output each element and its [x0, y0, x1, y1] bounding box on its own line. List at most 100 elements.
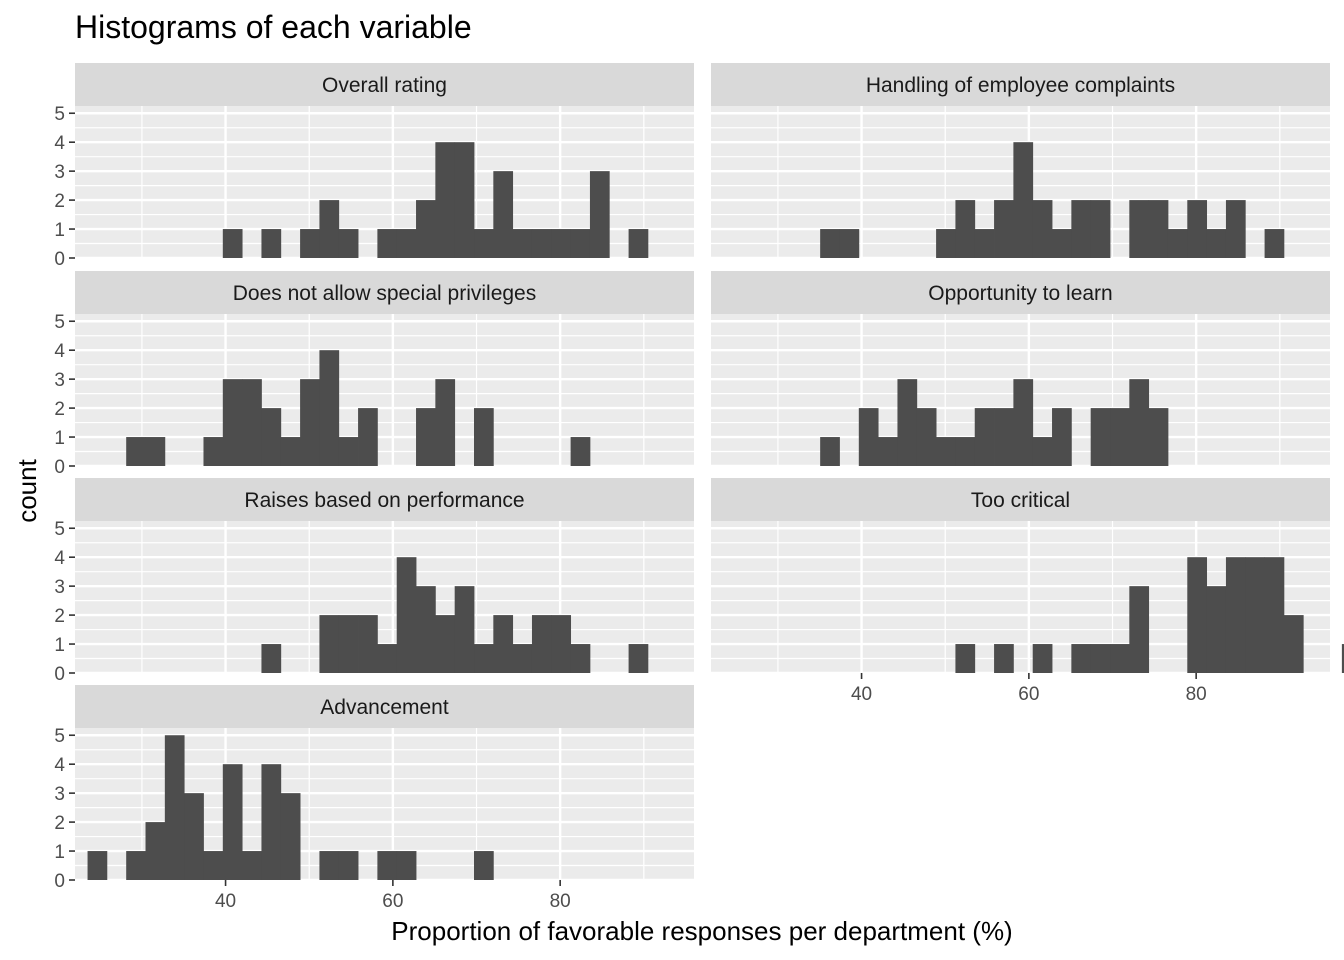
y-tick-label: 1	[54, 428, 65, 449]
histogram-bar	[454, 142, 475, 258]
histogram-bar	[358, 408, 378, 466]
histogram-bar	[1187, 200, 1208, 258]
x-tick-label: 40	[215, 891, 236, 912]
histogram-bar	[994, 408, 1014, 466]
histogram-bar	[261, 764, 282, 880]
histogram-bar	[126, 851, 146, 880]
histogram-bar	[878, 437, 898, 466]
histogram-bar	[974, 229, 995, 258]
histogram-bar	[145, 822, 166, 880]
histogram-bar	[1129, 200, 1150, 258]
histogram-bar	[474, 229, 494, 258]
histogram-bar	[377, 644, 398, 673]
histogram-bar	[145, 437, 166, 466]
facet-panel: Handling of employee complaints	[711, 63, 1330, 260]
histogram-bar	[897, 379, 918, 466]
histogram-bar	[377, 229, 398, 258]
histogram-bar	[377, 851, 398, 880]
histogram-bar	[1090, 408, 1111, 466]
histogram-bar	[300, 229, 320, 258]
facet-panel: Opportunity to learn	[711, 271, 1330, 468]
facet-panel: Does not allow special privileges 0 1 2 3 4 5	[54, 271, 694, 478]
histogram-bar	[820, 229, 840, 258]
histogram-bar	[589, 171, 610, 258]
histogram-bar	[551, 229, 572, 258]
histogram-bar	[261, 229, 282, 258]
histogram-bar	[261, 408, 282, 466]
histogram-bar	[955, 437, 976, 466]
histogram-bar	[1245, 557, 1265, 673]
x-axis-title: Proportion of favorable responses per de…	[391, 916, 1012, 946]
histogram-bar	[1148, 408, 1169, 466]
facet-strip-label: Raises based on performance	[244, 489, 524, 512]
histogram-bar	[1167, 229, 1188, 258]
histogram-bar	[222, 379, 243, 466]
facet-strip	[711, 478, 1330, 521]
x-tick-label: 80	[550, 891, 571, 912]
facet-panel: Overall rating 0 1 2 3 4 5	[54, 63, 694, 270]
histogram-bar	[416, 408, 436, 466]
facet-panel: Raises based on performance 0 1 2 3 4 5	[54, 478, 694, 685]
y-axis-title: count	[12, 458, 42, 522]
histogram-bar	[1090, 644, 1111, 673]
histogram-bar	[570, 644, 591, 673]
y-tick-label: 0	[54, 457, 65, 478]
histogram-bar	[358, 615, 378, 673]
histogram-bar	[531, 615, 552, 673]
y-tick-label: 3	[54, 577, 65, 598]
histogram-bar	[164, 735, 185, 880]
facet-panel: Advancement 0 1 2 3 4 5 40 60 80	[54, 685, 694, 912]
histogram-bar	[454, 586, 475, 673]
histogram-bar	[512, 229, 533, 258]
histogram-bar	[531, 229, 552, 258]
histogram-bar	[184, 793, 204, 880]
histogram-bar	[261, 644, 282, 673]
y-tick-label: 0	[54, 664, 65, 685]
histogram-bar	[1264, 229, 1285, 258]
histogram-bar	[319, 350, 340, 466]
y-tick-label: 5	[54, 104, 65, 125]
histogram-bar	[493, 615, 514, 673]
y-tick-label: 5	[54, 519, 65, 540]
x-tick-label: 60	[1018, 684, 1039, 705]
facet-strip-label: Handling of employee complaints	[866, 74, 1175, 97]
histogram-bar	[1032, 437, 1053, 466]
histogram-bar	[839, 229, 860, 258]
histogram-bar	[974, 408, 995, 466]
facet-strip-label: Does not allow special privileges	[233, 282, 537, 305]
histogram-bar	[1071, 644, 1092, 673]
histogram-bar	[1090, 200, 1111, 258]
histogram-bar	[280, 793, 301, 880]
y-tick-label: 0	[54, 249, 65, 270]
histogram-bar	[628, 229, 649, 258]
x-tick-label: 40	[851, 684, 872, 705]
histogram-bar	[1129, 586, 1150, 673]
histogram-bar	[955, 200, 976, 258]
histogram-bar	[416, 586, 436, 673]
facet-strip-label: Overall rating	[322, 74, 447, 97]
histogram-bar	[435, 379, 456, 466]
histogram-bar	[1052, 229, 1072, 258]
histogram-bar	[474, 408, 494, 466]
histogram-bar	[319, 615, 340, 673]
histogram-bar	[1110, 644, 1130, 673]
facet-strip	[711, 63, 1330, 106]
histogram-bar	[955, 644, 976, 673]
histogram-bar	[916, 408, 937, 466]
histogram-bar	[319, 200, 340, 258]
y-tick-label: 4	[54, 133, 65, 154]
y-tick-label: 2	[54, 399, 65, 420]
histogram-bar	[1110, 408, 1130, 466]
y-tick-label: 3	[54, 784, 65, 805]
histogram-bar	[1013, 142, 1034, 258]
histogram-bar	[936, 229, 956, 258]
y-tick-label: 4	[54, 341, 65, 362]
facet-strip-label: Too critical	[971, 489, 1070, 512]
histogram-bar	[416, 200, 436, 258]
histogram-bar	[1013, 379, 1034, 466]
histogram-bar	[396, 229, 417, 258]
histogram-bar	[338, 437, 359, 466]
histogram-bar	[338, 229, 359, 258]
histogram-bar	[319, 851, 340, 880]
